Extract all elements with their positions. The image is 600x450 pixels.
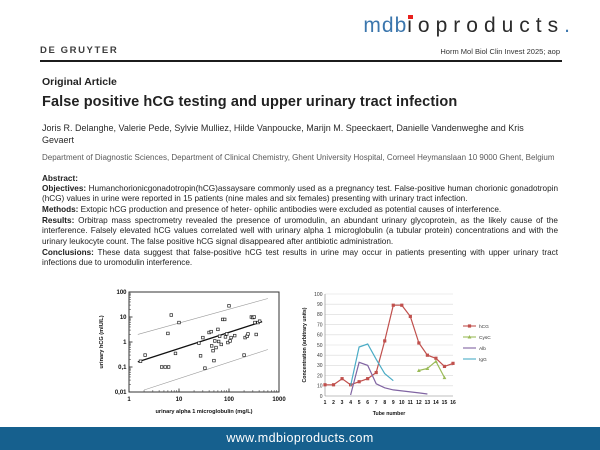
results-text: Orbitrap mass spectrometry revealed the … <box>42 215 558 246</box>
svg-text:CysC: CysC <box>479 335 491 341</box>
svg-text:100: 100 <box>224 397 235 403</box>
svg-text:2: 2 <box>332 400 335 406</box>
svg-text:urinary alpha 1 microglobulin: urinary alpha 1 microglobulin (mg/L) <box>156 409 253 415</box>
svg-text:urinary hCG (mIU/L): urinary hCG (mIU/L) <box>99 315 105 368</box>
svg-text:Alb: Alb <box>479 346 486 352</box>
conclusions-text: These data suggest that false-positive h… <box>42 247 558 268</box>
svg-text:Tube number: Tube number <box>373 411 405 417</box>
abstract-conclusions: Conclusions: These data suggest that fal… <box>42 248 558 269</box>
author-list: Joris R. Delanghe, Valerie Pede, Sylvie … <box>42 123 524 146</box>
svg-text:14: 14 <box>433 400 439 406</box>
svg-text:11: 11 <box>408 400 414 406</box>
article-type-label: Original Article <box>42 76 117 88</box>
svg-text:70: 70 <box>317 322 323 328</box>
svg-text:7: 7 <box>375 400 378 406</box>
svg-text:5: 5 <box>358 400 361 406</box>
logo-part-mdb: mdb <box>363 14 408 37</box>
header-divider <box>40 60 562 62</box>
svg-text:12: 12 <box>416 400 422 406</box>
svg-text:3: 3 <box>341 400 344 406</box>
svg-text:0,01: 0,01 <box>115 390 127 396</box>
objectives-label: Objectives: <box>42 183 87 193</box>
svg-text:60: 60 <box>317 333 323 339</box>
svg-text:6: 6 <box>366 400 369 406</box>
methods-label: Methods: <box>42 204 79 214</box>
objectives-text: Humanchorionicgonadotropin(hCG)assaysare… <box>42 183 558 204</box>
svg-text:30: 30 <box>317 363 323 369</box>
svg-text:1000: 1000 <box>272 397 286 403</box>
footer-url[interactable]: www.mdbioproducts.com <box>226 431 374 445</box>
svg-text:16: 16 <box>450 400 456 406</box>
logo-part-oproducts: oproducts <box>417 14 565 37</box>
svg-text:10: 10 <box>399 400 405 406</box>
svg-text:1: 1 <box>324 400 327 406</box>
scatter-figure-hcg-vs-microglobulin: 1 10 100 1000 100 10 1 0,1 0,01 urinary alpha 1 m… <box>99 290 286 415</box>
svg-text:100: 100 <box>314 292 323 298</box>
logo-end-dot: . <box>564 14 570 37</box>
conclusions-label: Conclusions: <box>42 247 94 257</box>
svg-text:13: 13 <box>425 400 431 406</box>
svg-text:hCG: hCG <box>479 324 489 330</box>
publisher-name: DE GRUYTER <box>40 45 119 56</box>
svg-text:50: 50 <box>317 343 323 349</box>
svg-text:100: 100 <box>116 290 127 296</box>
article-content: Original Article False positive hCG test… <box>42 76 558 269</box>
page-title: False positive hCG testing and upper uri… <box>42 94 458 110</box>
svg-text:10: 10 <box>317 384 323 390</box>
svg-text:40: 40 <box>317 353 323 359</box>
abstract-methods: Methods: Extopic hCG production and pres… <box>42 205 558 216</box>
svg-text:10: 10 <box>120 315 127 321</box>
svg-text:8: 8 <box>383 400 386 406</box>
svg-text:4: 4 <box>349 400 352 406</box>
svg-text:15: 15 <box>442 400 448 406</box>
svg-text:Concentration (arbitrary units: Concentration (arbitrary units) <box>302 307 308 382</box>
mdbioproducts-logo: mdbioproducts. <box>363 14 570 38</box>
svg-text:IgG: IgG <box>479 357 487 363</box>
footer-bar: www.mdbioproducts.com <box>0 427 600 450</box>
abstract-objectives: Objectives: Humanchorionicgonadotropin(h… <box>42 184 558 205</box>
svg-text:1: 1 <box>127 397 131 403</box>
svg-text:90: 90 <box>317 302 323 308</box>
svg-text:1: 1 <box>123 340 127 346</box>
svg-text:80: 80 <box>317 312 323 318</box>
results-label: Results: <box>42 215 75 225</box>
logo-part-i-red-dot: i <box>407 14 418 37</box>
abstract-results: Results: Orbitrap mass spectrometry reve… <box>42 216 558 248</box>
svg-text:0,1: 0,1 <box>118 365 127 371</box>
svg-text:20: 20 <box>317 373 323 379</box>
svg-text:9: 9 <box>392 400 395 406</box>
journal-reference: Horm Mol Biol Clin Invest 2025; aop <box>440 47 560 56</box>
svg-text:10: 10 <box>176 397 183 403</box>
figure-row: 1 10 100 1000 100 10 1 0,1 0,01 urinary alpha 1 m… <box>0 286 600 424</box>
abstract-heading: Abstract: <box>42 173 78 183</box>
svg-text:0: 0 <box>320 394 323 400</box>
affiliation: Department of Diagnostic Sciences, Depar… <box>42 153 555 163</box>
methods-text: Extopic hCG production and presence of h… <box>78 204 502 214</box>
